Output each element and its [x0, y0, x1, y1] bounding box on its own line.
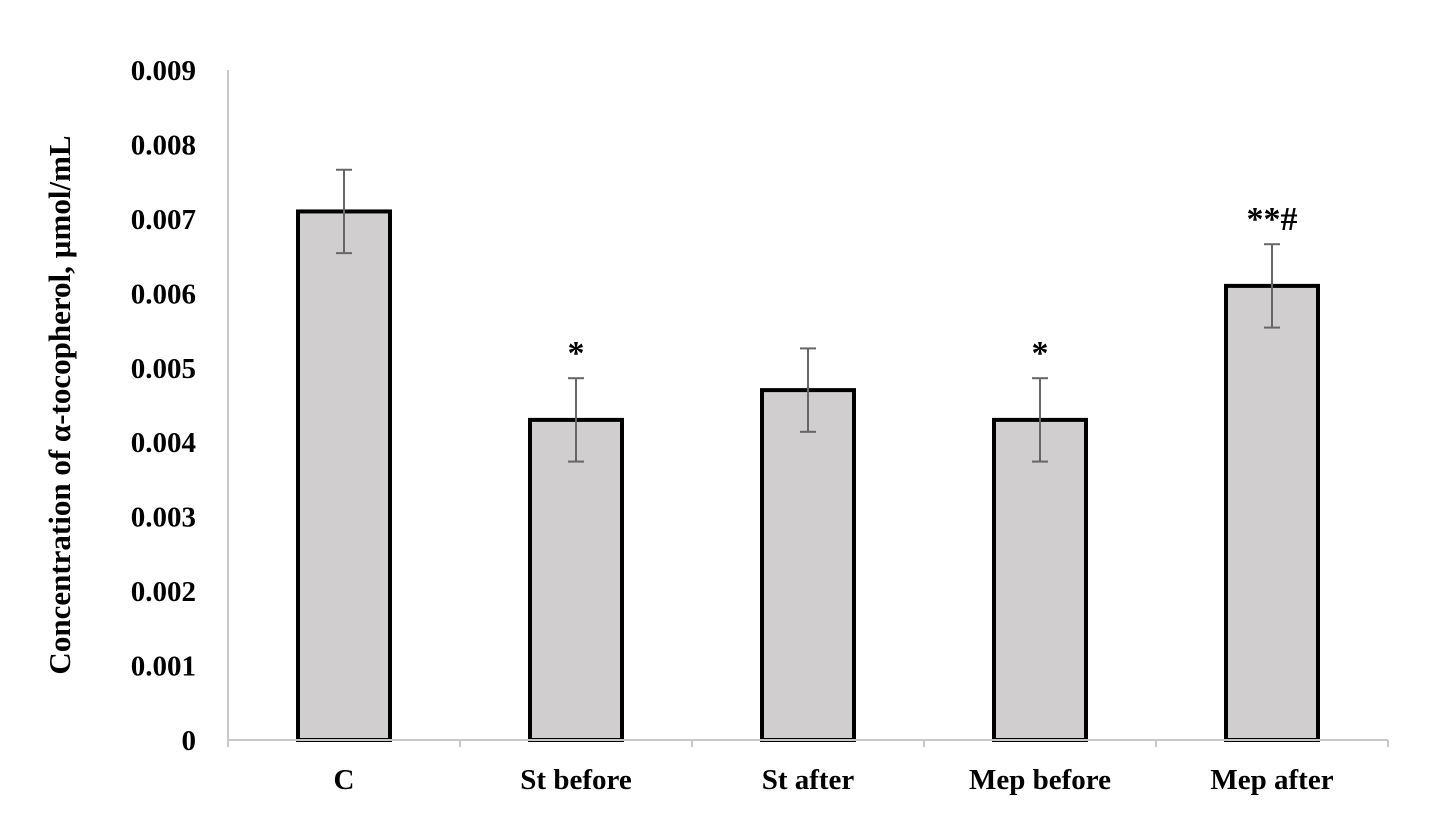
- y-tick-label: 0.004: [131, 427, 196, 459]
- y-tick-label: 0.002: [131, 576, 196, 608]
- x-tick-label: St before: [520, 764, 632, 796]
- y-tick-label: 0.005: [131, 353, 196, 385]
- bar-mep-before: [992, 417, 1088, 742]
- y-tick-label: 0.006: [131, 278, 196, 310]
- x-tick-label: Mep before: [969, 764, 1111, 796]
- y-tick-label: 0.001: [131, 651, 196, 683]
- y-tick-label: 0: [182, 725, 197, 757]
- significance-annotation: **#: [1247, 201, 1298, 238]
- bar-c: [296, 209, 392, 742]
- bar-st-before: [528, 417, 624, 742]
- bar-mep-after: [1224, 283, 1320, 742]
- y-axis-label: Concentration of α-tocopherol, µmol/mL: [42, 135, 77, 674]
- y-tick-label: 0.009: [131, 55, 196, 87]
- x-tick-label: St after: [762, 764, 855, 796]
- bar-st-after: [760, 388, 856, 742]
- x-tick-label: Mep after: [1210, 764, 1333, 796]
- significance-annotation: *: [568, 335, 585, 372]
- x-tick-label: C: [334, 764, 355, 796]
- y-tick-label: 0.007: [131, 204, 196, 236]
- y-tick-label: 0.008: [131, 129, 196, 161]
- y-tick-label: 0.003: [131, 502, 196, 534]
- significance-annotation: *: [1032, 335, 1049, 372]
